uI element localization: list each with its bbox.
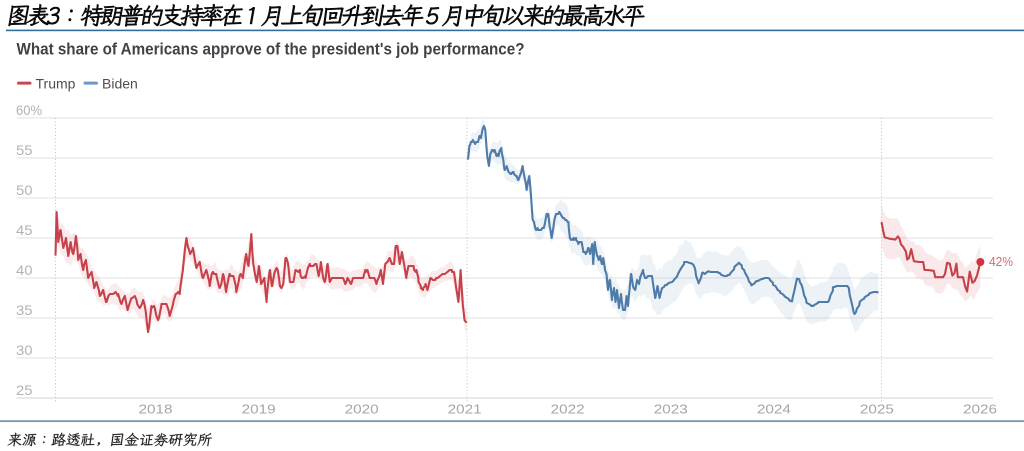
svg-text:35: 35	[16, 302, 33, 318]
svg-text:55: 55	[16, 142, 33, 158]
svg-text:30: 30	[16, 342, 33, 358]
svg-text:2019: 2019	[242, 402, 276, 417]
svg-text:2025: 2025	[860, 402, 894, 417]
svg-text:2020: 2020	[345, 402, 379, 417]
svg-text:What share of Americans approv: What share of Americans approve of the p…	[17, 40, 525, 59]
svg-text:25: 25	[16, 382, 33, 398]
svg-text:2026: 2026	[963, 402, 997, 417]
svg-text:50: 50	[16, 182, 33, 198]
svg-text:Trump: Trump	[36, 76, 76, 92]
svg-text:42%: 42%	[989, 254, 1013, 269]
svg-text:2021: 2021	[448, 402, 482, 417]
svg-text:2022: 2022	[551, 402, 585, 417]
svg-text:2023: 2023	[654, 402, 688, 417]
svg-text:60%: 60%	[16, 102, 42, 118]
svg-text:45: 45	[16, 222, 33, 238]
svg-text:Biden: Biden	[102, 76, 138, 92]
svg-text:2018: 2018	[139, 402, 173, 417]
svg-text:40: 40	[16, 262, 33, 278]
svg-text:2024: 2024	[757, 402, 791, 417]
